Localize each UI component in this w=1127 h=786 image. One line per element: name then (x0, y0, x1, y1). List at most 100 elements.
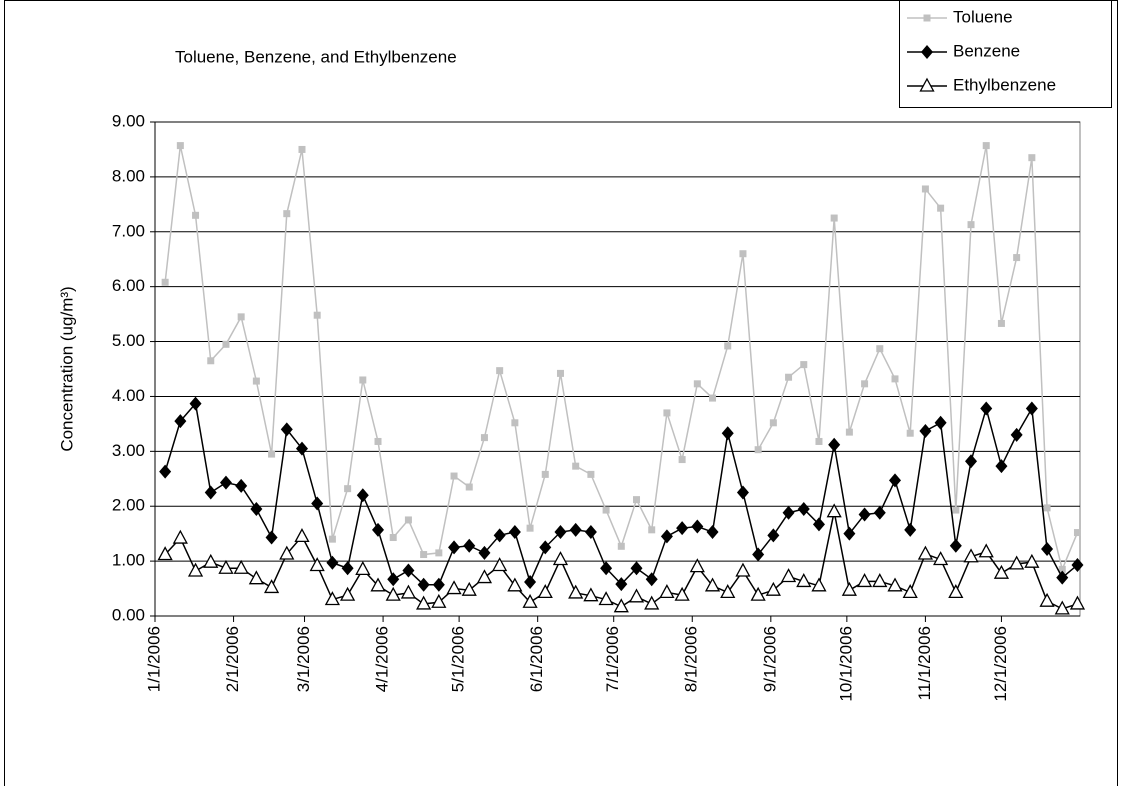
data-point (222, 340, 230, 348)
data-point (750, 586, 766, 601)
data-point (891, 375, 899, 383)
data-point (268, 450, 276, 458)
data-point (294, 528, 310, 543)
data-point (796, 573, 812, 588)
data-point (568, 584, 584, 599)
data-point (617, 542, 625, 550)
data-point (431, 593, 447, 608)
data-point (250, 501, 263, 516)
data-point (583, 587, 599, 602)
data-point (385, 586, 401, 601)
data-point (524, 574, 537, 589)
data-point (279, 545, 295, 560)
data-point (537, 584, 553, 599)
data-point (159, 464, 172, 479)
data-point (203, 553, 219, 568)
data-point (187, 562, 204, 577)
data-point (919, 424, 932, 439)
data-point (478, 545, 491, 560)
data-point (858, 507, 871, 522)
data-point (644, 595, 660, 610)
data-point (207, 357, 215, 365)
y-tick-label: 1.00 (112, 551, 145, 570)
chart-title: Toluene, Benzene, and Ethylbenzene (175, 47, 457, 66)
data-point (674, 586, 690, 601)
legend-label: Toluene (953, 7, 1013, 26)
data-point (387, 572, 400, 587)
data-point (693, 380, 701, 388)
data-point (660, 529, 673, 544)
data-point (906, 429, 914, 437)
data-point (463, 538, 476, 553)
data-point (584, 525, 597, 540)
data-point (678, 456, 686, 464)
legend-label: Ethylbenzene (953, 75, 1056, 94)
data-point (356, 488, 369, 503)
data-point (1058, 565, 1066, 573)
data-point (374, 437, 382, 445)
data-point (157, 546, 173, 561)
y-tick-label: 9.00 (112, 111, 145, 130)
data-point (889, 473, 901, 488)
data-point (997, 319, 1005, 327)
data-point (978, 543, 994, 558)
data-point (508, 525, 521, 540)
data-point (739, 250, 747, 258)
data-point (341, 561, 354, 576)
data-point (189, 396, 202, 411)
data-point (172, 529, 188, 544)
data-point (615, 577, 628, 592)
data-point (176, 142, 184, 150)
data-point (237, 313, 245, 321)
data-point (767, 528, 780, 543)
x-tick-label: 10/1/2006 (836, 626, 855, 702)
data-point (233, 559, 249, 574)
x-tick-label: 6/1/2006 (527, 626, 546, 692)
x-tick-label: 8/1/2006 (682, 626, 701, 692)
data-point (934, 415, 947, 430)
x-tick-label: 11/1/2006 (915, 626, 934, 700)
data-point (937, 204, 945, 212)
data-point (1013, 254, 1021, 262)
data-point (420, 551, 428, 559)
x-tick-label: 5/1/2006 (449, 626, 468, 692)
data-point (676, 521, 689, 536)
data-point (873, 505, 886, 520)
x-tick-label: 2/1/2006 (223, 626, 242, 692)
data-point (311, 496, 324, 511)
data-point (1043, 504, 1051, 512)
data-point (480, 434, 488, 442)
data-point (630, 561, 643, 576)
y-tick-label: 7.00 (112, 221, 145, 240)
data-point (324, 591, 340, 606)
data-point (872, 573, 888, 588)
data-point (541, 470, 549, 478)
y-tick-label: 5.00 (112, 331, 145, 350)
data-point (648, 526, 656, 534)
data-point (967, 221, 975, 229)
data-point (769, 419, 777, 427)
data-point (830, 214, 838, 222)
data-point (1069, 595, 1086, 610)
data-point (811, 577, 827, 592)
data-point (754, 446, 762, 454)
data-point (402, 563, 415, 578)
data-point (476, 569, 493, 584)
data-point (689, 558, 705, 573)
data-point (735, 562, 751, 577)
data-point (841, 581, 857, 596)
data-point (507, 577, 523, 592)
data-point (265, 530, 278, 545)
data-point (309, 557, 325, 572)
legend-marker (921, 45, 933, 59)
data-point (1056, 570, 1069, 585)
data-point (691, 519, 704, 534)
data-point (952, 506, 960, 514)
x-tick-label: 3/1/2006 (294, 626, 313, 692)
data-point (721, 426, 734, 441)
data-point (448, 540, 461, 555)
data-point (843, 526, 856, 541)
data-point (736, 485, 749, 500)
data-point (554, 525, 567, 540)
